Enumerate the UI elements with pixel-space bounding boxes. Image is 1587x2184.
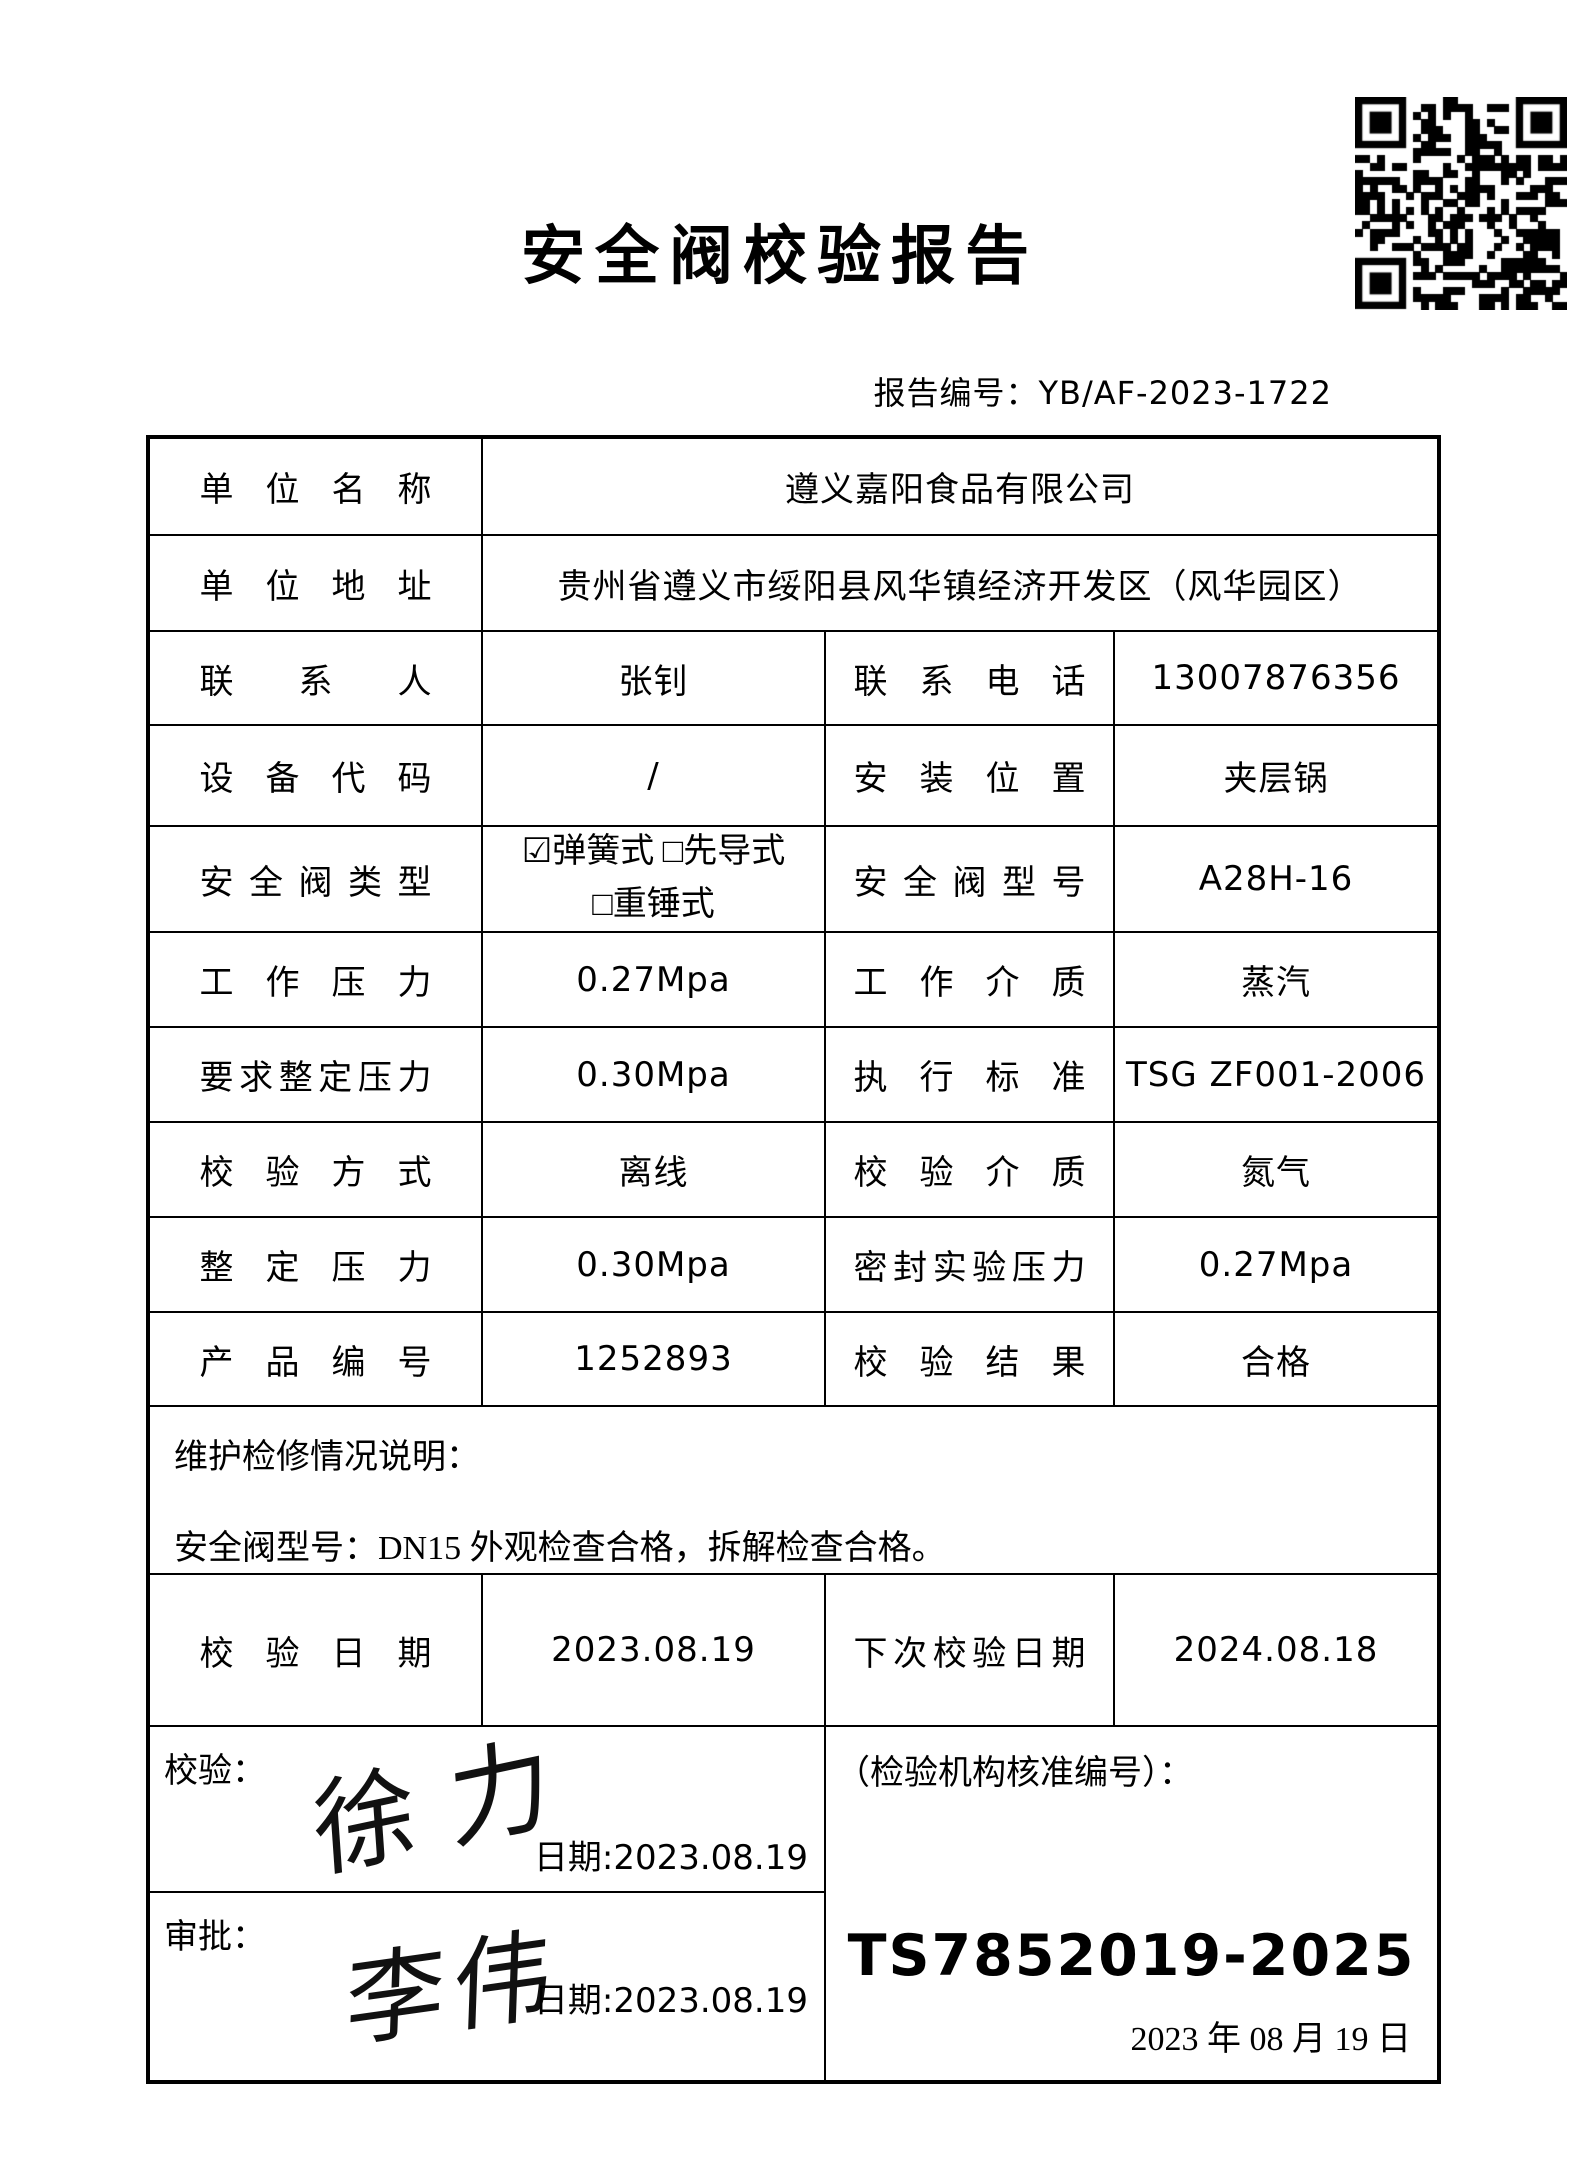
standard-label-cell: 执行标准 <box>826 1028 1115 1123</box>
set-pressure-value: 0.30Mpa <box>483 1218 826 1313</box>
valve-type-options-line2: □重锤式 <box>592 886 715 923</box>
unit-name-label-cell: 单位名称 <box>150 439 483 536</box>
calibration-date-label-cell: 校验日期 <box>150 1575 483 1727</box>
approver-signature: 李伟 <box>343 1918 562 2062</box>
calibration-date-value: 2023.08.19 <box>483 1575 826 1727</box>
install-location-value: 夹层锅 <box>1115 726 1437 827</box>
product-no-label: 产品编号 <box>199 1344 432 1382</box>
verifier-date: 日期:2023.08.19 <box>533 1838 808 1878</box>
calibration-date-label: 校验日期 <box>199 1635 432 1673</box>
working-pressure-label-cell: 工作压力 <box>150 933 483 1028</box>
valve-type-label-cell: 安全阀类型 <box>150 827 483 933</box>
seal-test-pressure-label: 密封实验压力 <box>853 1250 1086 1287</box>
valve-model-label: 安全阀型号 <box>853 864 1086 902</box>
working-medium-value: 蒸汽 <box>1115 933 1437 1028</box>
calibration-method-label-cell: 校验方式 <box>150 1123 483 1218</box>
agency-approval-number: TS7852019-2025 <box>847 1923 1416 1989</box>
agency-approval-date: 2023 年 08 月 19 日 <box>1130 2021 1412 2058</box>
seal-test-pressure-value: 0.27Mpa <box>1115 1218 1437 1313</box>
valve-model-label-cell: 安全阀型号 <box>826 827 1115 933</box>
required-set-pressure-value: 0.30Mpa <box>483 1028 826 1123</box>
product-no-value: 1252893 <box>483 1313 826 1407</box>
valve-type-label: 安全阀类型 <box>199 864 432 902</box>
phone-label: 联系电话 <box>853 663 1086 701</box>
standard-value: TSG ZF001-2006 <box>1115 1028 1437 1123</box>
calibration-medium-label-cell: 校验介质 <box>826 1123 1115 1218</box>
approver-label: 审批： <box>164 1919 266 1956</box>
calibration-medium-label: 校验介质 <box>853 1155 1086 1192</box>
valve-model-value: A28H-16 <box>1115 827 1437 933</box>
set-pressure-label-cell: 整定压力 <box>150 1218 483 1313</box>
device-code-label-cell: 设备代码 <box>150 726 483 827</box>
next-calibration-date-label: 下次校验日期 <box>853 1635 1086 1673</box>
unit-address-value: 贵州省遵义市绥阳县风华镇经济开发区（风华园区） <box>483 536 1437 632</box>
working-pressure-value: 0.27Mpa <box>483 933 826 1028</box>
working-medium-label-cell: 工作介质 <box>826 933 1115 1028</box>
required-set-pressure-label: 要求整定压力 <box>199 1060 432 1097</box>
valve-type-options: ☑弹簧式 □先导式 □重锤式 <box>483 827 826 933</box>
install-location-label: 安装位置 <box>853 761 1086 798</box>
contact-label-cell: 联系人 <box>150 632 483 726</box>
contact-label: 联系人 <box>199 663 432 701</box>
approver-cell: 审批： 李伟 日期:2023.08.19 <box>150 1893 826 2080</box>
contact-value: 张钊 <box>483 632 826 726</box>
page-title: 安全阀校验报告 <box>521 221 1039 292</box>
agency-approval-label: （检验机构核准编号）： <box>836 1755 1193 1792</box>
maintenance-note-title: 维护检修情况说明： <box>174 1439 480 1476</box>
calibration-method-value: 离线 <box>483 1123 826 1218</box>
calibration-method-label: 校验方式 <box>199 1155 432 1192</box>
calibration-medium-value: 氮气 <box>1115 1123 1437 1218</box>
maintenance-note-description: 安全阀型号：DN15 外观检查合格，拆解检查合格。 <box>174 1530 946 1567</box>
calibration-result-label: 校验结果 <box>853 1344 1086 1382</box>
verifier-label: 校验： <box>164 1753 266 1790</box>
working-pressure-label: 工作压力 <box>199 965 432 1002</box>
verifier-cell: 校验： 徐力 日期:2023.08.19 <box>150 1719 826 1893</box>
device-code-value: / <box>483 726 826 827</box>
device-code-label: 设备代码 <box>199 761 432 798</box>
seal-test-pressure-label-cell: 密封实验压力 <box>826 1218 1115 1313</box>
install-location-label-cell: 安装位置 <box>826 726 1115 827</box>
qr-code <box>1355 97 1567 310</box>
approver-date: 日期:2023.08.19 <box>533 1981 808 2021</box>
valve-type-options-line1: ☑弹簧式 □先导式 <box>521 833 786 871</box>
unit-address-label-cell: 单位地址 <box>150 536 483 632</box>
set-pressure-label: 整定压力 <box>199 1250 432 1287</box>
unit-name-value: 遵义嘉阳食品有限公司 <box>483 439 1437 536</box>
working-medium-label: 工作介质 <box>853 965 1086 1002</box>
agency-approval-cell: （检验机构核准编号）： TS7852019-2025 2023 年 08 月 1… <box>826 1727 1437 2080</box>
calibration-result-label-cell: 校验结果 <box>826 1313 1115 1407</box>
phone-label-cell: 联系电话 <box>826 632 1115 726</box>
standard-label: 执行标准 <box>853 1060 1086 1097</box>
unit-name-label: 单位名称 <box>199 472 432 509</box>
unit-address-label: 单位地址 <box>199 568 432 606</box>
report-number: 报告编号：YB/AF-2023-1722 <box>873 374 1332 412</box>
next-calibration-date-label-cell: 下次校验日期 <box>826 1575 1115 1727</box>
product-no-label-cell: 产品编号 <box>150 1313 483 1407</box>
maintenance-note-cell: 维护检修情况说明： 安全阀型号：DN15 外观检查合格，拆解检查合格。 <box>150 1407 1437 1575</box>
next-calibration-date-value: 2024.08.18 <box>1115 1575 1437 1727</box>
required-set-pressure-label-cell: 要求整定压力 <box>150 1028 483 1123</box>
report-table: 单位名称 遵义嘉阳食品有限公司 单位地址 贵州省遵义市绥阳县风华镇经济开发区（风… <box>146 435 1441 2084</box>
phone-value: 13007876356 <box>1115 632 1437 726</box>
calibration-result-value: 合格 <box>1115 1313 1437 1407</box>
